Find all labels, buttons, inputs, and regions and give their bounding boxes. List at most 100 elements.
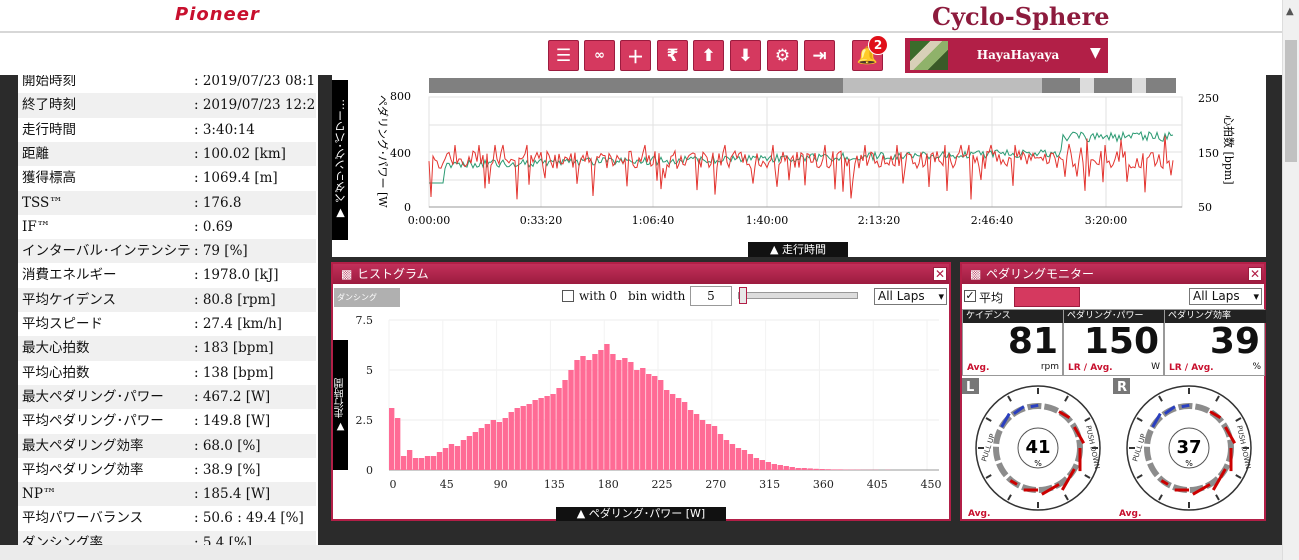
y-right-tick: 250 [1198,92,1219,105]
force-vector [1151,412,1162,428]
x-tick: 2:46:40 [971,214,1013,227]
chevron-down-icon[interactable]: ▼ [1090,45,1101,61]
lap-segment[interactable] [843,78,1042,93]
username: HayaHayaya [976,48,1060,62]
stat-row: IF™: 0.69 [18,215,316,239]
time-chart: 800 400 0 250 150 50 ペダリング･パワー [W 心拍数 [b… [376,78,1236,227]
stat-row: 最大ペダリング効率: 68.0 [%] [18,433,316,458]
stat-value: : 5.4 [%] [194,534,252,545]
export-icon: ⇥ [812,45,827,66]
y-axis-selector-tab[interactable] [332,80,348,240]
lap-segment[interactable] [429,78,843,93]
gear-icon: ⚙ [774,45,791,66]
download-button[interactable]: ⬇ [730,40,761,71]
stat-label: 平均ペダリング効率 [22,461,144,478]
top-header [0,0,1282,32]
hist-bar [562,380,568,470]
bike-icon: ∞ [594,48,605,63]
hist-bar [669,394,676,470]
hist-bar [640,368,646,470]
hist-bar [795,468,801,470]
bike-button[interactable]: ∞ [584,40,615,71]
pioneer-logo: Pioneer [175,4,260,25]
bin-width-slider[interactable] [738,292,858,299]
histogram-y-selector-tab[interactable] [333,340,348,470]
lap-segment[interactable] [1132,78,1146,93]
histogram-close-button[interactable]: ✕ [933,267,947,281]
stat-row: ダンシング率: 5.4 [%] [18,530,316,545]
hist-bar [532,400,538,470]
stat-row: 最大ペダリング･パワー: 467.2 [W] [18,384,316,410]
stat-value: : 1978.0 [kJ] [194,267,279,284]
list-button[interactable]: ☰ [548,40,579,71]
with0-label: with 0 [579,289,618,303]
hist-y-tick: 5 [366,364,373,377]
hist-bar [789,467,795,470]
close-icon: ✕ [934,267,946,281]
export-button[interactable]: ⇥ [804,40,835,71]
y-right-axis-label: 心拍数 [bpm] [1222,115,1236,185]
hist-bar [568,370,574,470]
hist-bar [675,398,682,470]
hist-bar [418,458,425,470]
lap-segment[interactable] [1146,78,1176,93]
histogram-laps-select[interactable]: All Laps ▾ [874,288,947,305]
hist-bar [699,420,706,470]
hist-bar [490,420,497,470]
hist-bar [478,428,485,470]
dancing-filter-button[interactable]: ダンシング [334,288,400,307]
stat-label: 最大心拍数 [22,340,90,357]
hist-bar [801,468,807,470]
stat-label: NP™ [22,486,57,503]
dancing-seated-toggle[interactable] [1014,287,1080,307]
dial-side-label: R [1117,380,1127,395]
histogram-x-selector-tab[interactable]: ▲ ペダリング･パワー [W] [556,507,726,521]
monitor-laps-select[interactable]: All Laps ▾ [1189,288,1262,305]
cadence-metric: ケイデンス 81 rpm Avg. [962,309,1064,376]
hist-bar [819,469,825,470]
force-vector [1058,410,1071,419]
lap-segment[interactable] [1042,78,1080,93]
lap-segment[interactable] [1080,78,1094,93]
bin-width-input[interactable]: 5 [690,286,732,306]
hist-bar [622,358,628,470]
hist-bar [628,362,634,470]
chevron-down-icon: ▾ [1253,290,1259,303]
metric-sub: LR / Avg. [1169,363,1214,373]
monitor-close-button[interactable]: ✕ [1248,267,1262,281]
settings-button[interactable]: ⚙ [767,40,798,71]
hist-bar [424,456,431,470]
lap-segment[interactable] [1094,78,1132,93]
with0-checkbox[interactable] [562,290,574,302]
stat-value: : 79 [%] [194,243,248,260]
hist-bar [592,354,598,470]
y-left-axis-label: ペダリング･パワー [W [376,95,390,208]
list-icon: ☰ [555,45,572,66]
hist-bar [406,450,413,470]
stat-label: 消費エネルギー [22,267,117,284]
hist-bar [598,350,604,470]
hist-bar [825,469,831,470]
download-icon: ⬇ [738,45,753,66]
avg-checkbox[interactable]: ✓ [964,289,976,302]
stat-label: 最大ペダリング･パワー [22,388,164,405]
upload-button[interactable]: ⬆ [693,40,724,71]
hist-bar [454,446,461,470]
scroll-up-icon[interactable]: ▲ [1286,6,1294,17]
x-axis-selector-tab[interactable]: ▲ 走行時間 [748,242,848,257]
hist-bar [484,424,491,470]
bin-width-slider-handle[interactable] [739,287,747,304]
stat-value: : 0.69 [194,218,233,235]
x-tick: 1:06:40 [632,214,674,227]
hist-x-tick: 225 [652,478,673,491]
currency-button[interactable]: ₹ [657,40,688,71]
hist-bar [508,412,514,470]
hist-bar [681,402,688,470]
chevron-down-icon: ▾ [938,290,944,303]
add-button[interactable]: ＋ [620,40,651,71]
x-tick: 1:40:00 [746,214,788,227]
force-vector [1013,405,1025,415]
hist-x-tick: 90 [494,478,508,491]
force-vector [1000,412,1011,428]
scrollbar-thumb[interactable] [1285,40,1297,162]
